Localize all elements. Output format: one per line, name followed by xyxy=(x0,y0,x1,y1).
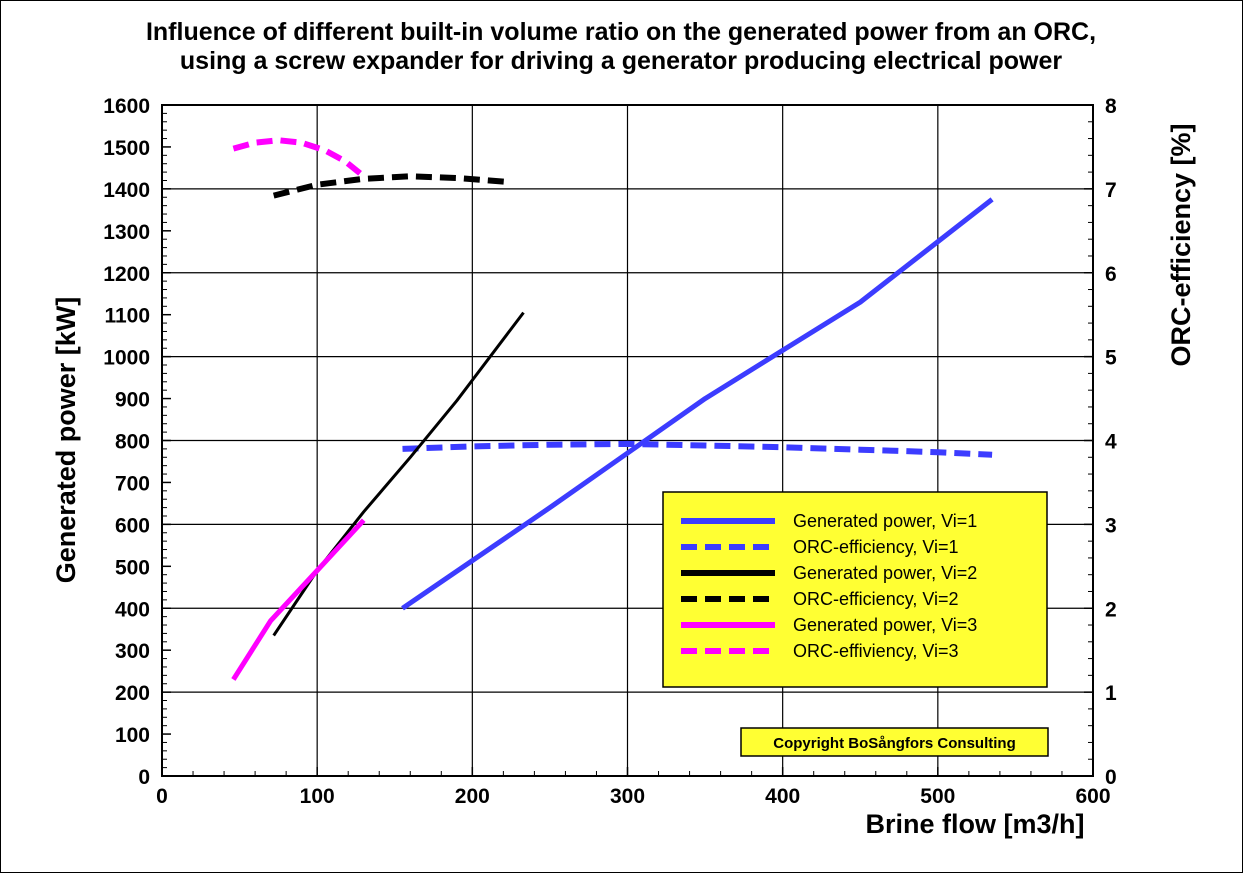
plot-border xyxy=(161,104,1094,777)
y-axis-label: Generated power [kW] xyxy=(51,297,81,584)
y-tick-label: 900 xyxy=(115,389,150,412)
y-tick-label: 1200 xyxy=(103,263,150,286)
y-tick-label: 1300 xyxy=(103,221,150,244)
x-tick-label: 300 xyxy=(610,785,645,808)
y2-tick-label: 5 xyxy=(1105,347,1117,370)
series-line-2 xyxy=(402,440,993,458)
series-line-5 xyxy=(231,518,366,681)
y-tick-label: 600 xyxy=(115,514,150,537)
y-tick-label: 500 xyxy=(115,556,150,579)
y2-tick-label: 8 xyxy=(1105,95,1117,118)
y-tick-label: 700 xyxy=(115,472,150,495)
legend-label-6: ORC-effiviency, Vi=3 xyxy=(793,641,959,661)
x-axis-label: Brine flow [m3/h] xyxy=(865,809,1084,839)
chart-title-line-2: using a screw expander for driving a gen… xyxy=(180,47,1062,75)
y2-tick-label: 7 xyxy=(1105,179,1117,202)
x-tick-label: 100 xyxy=(300,785,335,808)
y-tick-label: 100 xyxy=(115,724,150,747)
legend-label-4: ORC-efficiency, Vi=2 xyxy=(793,589,959,609)
y2-tick-label: 6 xyxy=(1105,263,1117,286)
y2-tick-label: 2 xyxy=(1105,598,1117,621)
x-tick-label: 500 xyxy=(920,785,955,808)
y-tick-label: 300 xyxy=(115,640,150,663)
chart-title-line-1: Influence of different built-in volume r… xyxy=(146,18,1096,46)
series-line-1 xyxy=(401,197,994,611)
legend-box xyxy=(662,491,1048,688)
legend-label-3: Generated power, Vi=2 xyxy=(793,563,977,583)
y-tick-label: 1500 xyxy=(103,137,150,160)
y2-tick-label: 3 xyxy=(1105,514,1117,537)
copyright-label: Copyright BoSångfors Consulting xyxy=(773,735,1015,752)
y-tick-label: 200 xyxy=(115,682,150,705)
legend-label-2: ORC-efficiency, Vi=1 xyxy=(793,537,959,557)
y-tick-label: 1100 xyxy=(104,305,150,328)
y-tick-label: 1000 xyxy=(103,347,150,370)
y-tick-label: 1600 xyxy=(103,95,150,118)
copyright-box xyxy=(740,727,1049,757)
y-tick-label: 400 xyxy=(115,598,150,621)
y2-tick-label: 0 xyxy=(1105,766,1117,789)
y2-axis-label: ORC-efficiency [%] xyxy=(1166,123,1196,366)
x-tick-label: 400 xyxy=(765,785,800,808)
y2-tick-label: 4 xyxy=(1105,431,1117,454)
y-tick-label: 0 xyxy=(138,766,150,789)
legend-label-1: Generated power, Vi=1 xyxy=(793,511,977,531)
series-line-4 xyxy=(272,173,512,199)
x-tick-label: 200 xyxy=(455,785,490,808)
legend-label-5: Generated power, Vi=3 xyxy=(793,615,977,635)
y-tick-label: 800 xyxy=(115,431,150,454)
y-tick-label: 1400 xyxy=(103,179,150,202)
x-tick-label: 600 xyxy=(1075,785,1110,808)
x-tick-label: 0 xyxy=(156,785,168,808)
y2-tick-label: 1 xyxy=(1105,682,1117,705)
